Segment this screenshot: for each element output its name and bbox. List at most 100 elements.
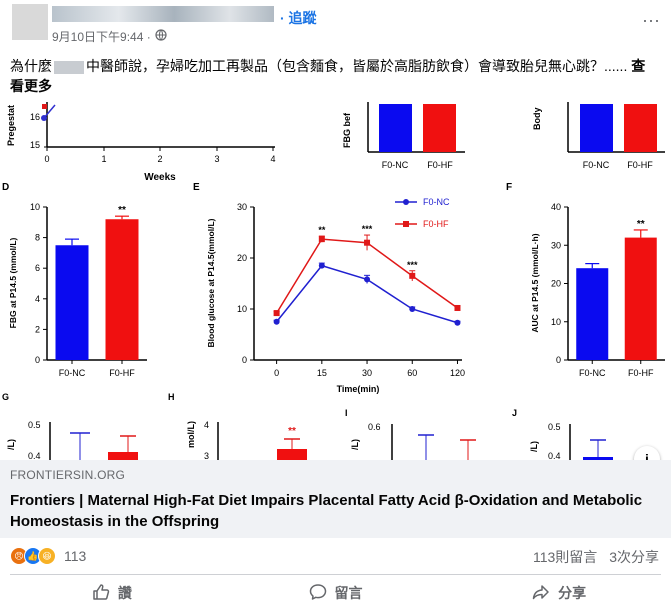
panel-d-ytick-label: 2 bbox=[35, 324, 40, 334]
link-preview-card[interactable]: FRONTIERSIN.ORG Frontiers | Maternal Hig… bbox=[0, 460, 671, 538]
panel-e-ytick-label: 30 bbox=[237, 202, 247, 212]
top-left-xtick: 2 bbox=[157, 154, 162, 164]
share-button[interactable]: 分享 bbox=[447, 578, 671, 608]
panel-e-xtick-label: 120 bbox=[450, 368, 465, 378]
more-options-icon[interactable]: ··· bbox=[642, 10, 660, 30]
panel-d-ytick-label: 10 bbox=[30, 202, 40, 212]
panel-d-chart: FBG at P14.5 (mmol/L) 0 2 4 6 8 10 F0-NC F0-HF *… bbox=[8, 202, 147, 378]
engagement-counts: 113則留言 3次分享 bbox=[533, 547, 659, 567]
panel-g-ytick: 0.5 bbox=[28, 420, 41, 430]
comment-label: 留言 bbox=[334, 585, 363, 601]
panel-e-xtick-label: 0 bbox=[274, 368, 279, 378]
panel-e-ylabel: Blood glucose at P14.5(mmol/L) bbox=[206, 218, 216, 347]
top-left-xtick: 1 bbox=[101, 154, 106, 164]
follow-link[interactable]: · 追蹤 bbox=[280, 10, 317, 26]
panel-letter-g: G bbox=[2, 392, 9, 402]
panel-e-legend-label: F0-NC bbox=[423, 197, 450, 207]
panel-f-xtick-label: F0-HF bbox=[628, 368, 654, 378]
globe-icon bbox=[155, 29, 167, 44]
panel-h-ytick: 4 bbox=[204, 420, 209, 430]
panel-f-significance: ** bbox=[637, 219, 645, 230]
panel-d-bar bbox=[55, 245, 89, 360]
post-actions: 讚 留言 分享 bbox=[0, 578, 671, 608]
panel-letter-h: H bbox=[168, 392, 175, 402]
panel-e-significance: ** bbox=[318, 225, 326, 235]
panel-f-ytick-label: 30 bbox=[551, 240, 561, 250]
post-text: 為什麼 中醫師說，孕婦吃加工再製品（包含麵食，皆屬於高脂肪飲食）會導致胎兒無心跳？… bbox=[10, 56, 650, 96]
panel-e-ytick-label: 10 bbox=[237, 304, 247, 314]
reactions-summary[interactable]: 😠 👍 😆 113 bbox=[10, 547, 86, 565]
panel-letter-i: I bbox=[345, 408, 348, 418]
panel-e-significance: *** bbox=[362, 224, 373, 234]
top-left-ytick: 15 bbox=[30, 140, 40, 150]
panel-e-ytick-label: 0 bbox=[242, 355, 247, 365]
panel-e-xtick-label: 60 bbox=[407, 368, 417, 378]
share-count-link[interactable]: 3次分享 bbox=[609, 549, 659, 565]
author-name-blurred[interactable] bbox=[52, 6, 274, 22]
top-mid-xtick: F0-HF bbox=[427, 160, 453, 170]
panel-e-point bbox=[364, 276, 371, 283]
avatar[interactable] bbox=[12, 4, 48, 40]
top-left-partial-chart: Pregestat 16 15 0 1 2 3 4 Weeks bbox=[6, 102, 276, 183]
top-right-xtick: F0-HF bbox=[627, 160, 653, 170]
panel-e-point bbox=[364, 239, 371, 246]
thumbs-up-icon bbox=[92, 583, 110, 604]
panel-f-bar bbox=[624, 237, 657, 360]
panel-e-point bbox=[318, 236, 325, 243]
panel-f-ytick-label: 0 bbox=[556, 355, 561, 365]
panel-e-legend-label: F0-HF bbox=[423, 219, 449, 229]
top-left-xtick: 3 bbox=[214, 154, 219, 164]
panel-e-point bbox=[409, 306, 416, 312]
panel-letter-d: D bbox=[2, 182, 9, 193]
panel-f-ytick-label: 20 bbox=[551, 279, 561, 289]
panel-e-point bbox=[409, 272, 416, 279]
panel-d-bar bbox=[105, 219, 139, 360]
panel-e-ytick-label: 20 bbox=[237, 253, 247, 263]
link-domain: FRONTIERSIN.ORG bbox=[10, 468, 126, 482]
panel-h-ylabel: mol/L) bbox=[186, 421, 196, 448]
panel-d-ytick-label: 6 bbox=[35, 263, 40, 273]
panel-e-point bbox=[318, 262, 325, 269]
post-text-body: 中醫師說，孕婦吃加工再製品（包含麵食，皆屬於高脂肪飲食）會導致胎兒無心跳？...… bbox=[86, 58, 628, 74]
top-left-xtick: 4 bbox=[270, 154, 275, 164]
panel-j-ytick: 0.4 bbox=[548, 451, 561, 460]
share-label: 分享 bbox=[558, 585, 587, 601]
haha-icon: 😆 bbox=[38, 547, 56, 565]
panel-d-significance: ** bbox=[118, 205, 126, 216]
top-left-xtick: 0 bbox=[44, 154, 49, 164]
figure-svg: Pregestat 16 15 0 1 2 3 4 Weeks FBG bef … bbox=[2, 102, 665, 461]
like-button[interactable]: 讚 bbox=[0, 578, 224, 608]
panel-d-xtick-label: F0-HF bbox=[109, 368, 135, 378]
comment-count-link[interactable]: 113則留言 bbox=[532, 549, 598, 565]
panel-f-ylabel: AUC at P14.5 (mmol/L·h) bbox=[530, 233, 540, 332]
panel-g-ylabel: /L) bbox=[6, 439, 16, 450]
post-header: · 追蹤 9月10日下午9:44 · ··· bbox=[0, 0, 671, 50]
see-more-link[interactable]: 查看更多 bbox=[10, 58, 646, 94]
comment-icon bbox=[309, 583, 327, 604]
panel-e-series-line bbox=[276, 264, 458, 324]
comment-button[interactable]: 留言 bbox=[224, 578, 448, 608]
link-title[interactable]: Frontiers | Maternal High-Fat Diet Impai… bbox=[10, 492, 643, 530]
panel-e-xtick-label: 30 bbox=[362, 368, 372, 378]
panel-e-xlabel: Time(min) bbox=[337, 384, 380, 394]
redacted-text bbox=[54, 60, 84, 74]
panel-i-ylabel: /L) bbox=[350, 439, 360, 450]
top-right-partial-chart: Body F0-NC F0-HF bbox=[532, 102, 665, 170]
like-label: 讚 bbox=[117, 585, 132, 601]
panel-d-ytick-label: 0 bbox=[35, 355, 40, 365]
bottom-partial-charts: G H I J /L) 0.5 0.4 mol/L) 4 3 ** /L) 0.… bbox=[2, 392, 613, 461]
panel-letter-f: F bbox=[506, 182, 512, 193]
panel-g-ytick: 0.4 bbox=[28, 451, 41, 460]
article-figure-image[interactable]: Pregestat 16 15 0 1 2 3 4 Weeks FBG bef … bbox=[0, 100, 671, 461]
panel-f-bar bbox=[576, 268, 609, 360]
share-arrow-icon bbox=[532, 583, 550, 604]
top-mid-ylabel: FBG bef bbox=[342, 112, 352, 148]
panel-f-ytick-label: 10 bbox=[551, 317, 561, 327]
panel-h-ytick: 3 bbox=[204, 451, 209, 460]
panel-e-xtick-label: 15 bbox=[317, 368, 327, 378]
panel-e-point bbox=[454, 304, 461, 311]
panel-f-ytick-label: 40 bbox=[551, 202, 561, 212]
panel-d-ytick-label: 8 bbox=[35, 233, 40, 243]
top-left-xlabel: Weeks bbox=[144, 172, 176, 183]
timestamp[interactable]: 9月10日下午9:44 · bbox=[52, 30, 151, 44]
